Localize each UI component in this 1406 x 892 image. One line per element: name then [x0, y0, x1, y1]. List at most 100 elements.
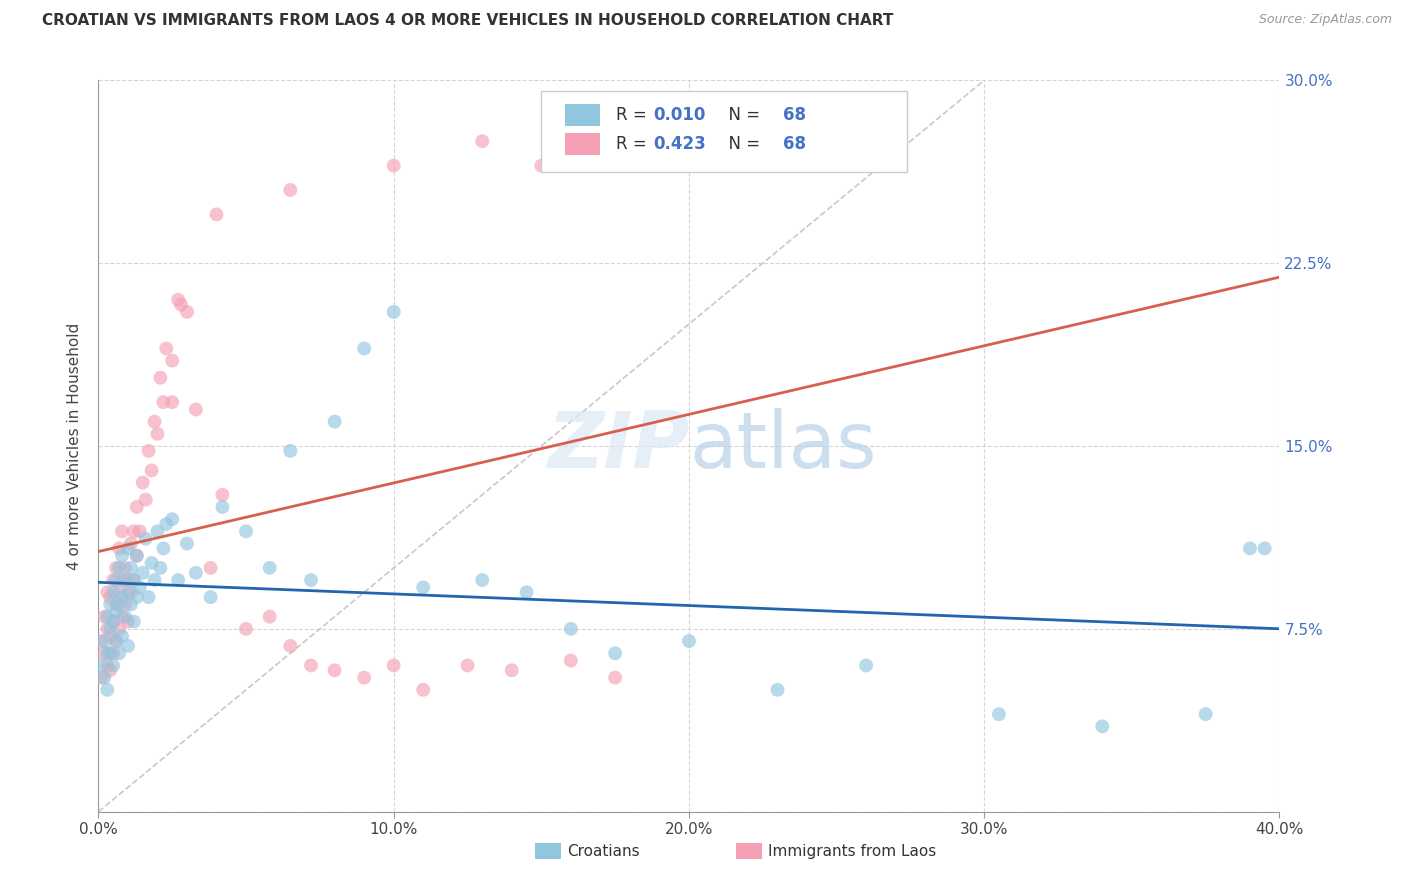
Point — [141, 556, 163, 570]
Point — [122, 615, 145, 629]
Point — [96, 609, 118, 624]
Point — [211, 500, 233, 514]
Point — [149, 561, 172, 575]
Point — [138, 443, 160, 458]
Point — [108, 622, 131, 636]
Point — [111, 524, 134, 539]
Bar — [536, 843, 561, 859]
Text: Immigrants from Laos: Immigrants from Laos — [768, 844, 936, 859]
Point — [125, 590, 148, 604]
Point — [200, 561, 222, 575]
Bar — [737, 843, 762, 859]
Point — [155, 342, 177, 356]
Point — [111, 590, 134, 604]
Point — [167, 573, 190, 587]
Point — [143, 573, 166, 587]
Point — [128, 524, 150, 539]
Point — [103, 615, 125, 629]
Text: ZIP: ZIP — [547, 408, 689, 484]
Point — [259, 561, 281, 575]
Text: 68: 68 — [783, 105, 807, 124]
Point — [184, 566, 207, 580]
Point — [605, 671, 627, 685]
Point — [299, 573, 322, 587]
Point — [114, 573, 136, 587]
Point — [560, 622, 582, 636]
Point — [560, 654, 582, 668]
Point — [122, 573, 145, 587]
Point — [176, 305, 198, 319]
Point — [412, 581, 434, 595]
Point — [766, 682, 789, 697]
Point — [382, 658, 405, 673]
Point — [114, 609, 136, 624]
Point — [90, 634, 112, 648]
Point — [1239, 541, 1261, 556]
Point — [105, 598, 128, 612]
Point — [162, 512, 183, 526]
Point — [98, 590, 121, 604]
Point — [108, 646, 131, 660]
Point — [515, 585, 537, 599]
Point — [162, 395, 183, 409]
Point — [135, 492, 157, 507]
Point — [103, 646, 125, 660]
Point — [96, 622, 118, 636]
Point — [146, 426, 169, 441]
FancyBboxPatch shape — [541, 91, 907, 171]
Bar — [565, 103, 600, 126]
Point — [278, 639, 302, 653]
Point — [96, 658, 118, 673]
Point — [855, 658, 877, 673]
Point — [120, 561, 142, 575]
Point — [353, 671, 375, 685]
Point — [143, 415, 166, 429]
Point — [105, 561, 128, 575]
Point — [93, 634, 115, 648]
Point — [167, 293, 190, 307]
Point — [211, 488, 233, 502]
Point — [605, 151, 627, 165]
Point — [93, 671, 115, 685]
Point — [987, 707, 1010, 722]
Point — [103, 658, 125, 673]
Point — [122, 524, 145, 539]
Point — [152, 395, 174, 409]
Text: N =: N = — [718, 105, 766, 124]
Point — [98, 598, 121, 612]
Text: 0.423: 0.423 — [654, 135, 706, 153]
Point — [125, 549, 148, 563]
Point — [117, 585, 139, 599]
Point — [128, 581, 150, 595]
Point — [103, 585, 125, 599]
Text: R =: R = — [616, 135, 652, 153]
Point — [200, 590, 222, 604]
Point — [120, 585, 142, 599]
Point — [122, 573, 145, 587]
Point — [105, 573, 128, 587]
Point — [111, 573, 134, 587]
Point — [138, 590, 160, 604]
Text: atlas: atlas — [689, 408, 876, 484]
Point — [235, 524, 257, 539]
Point — [108, 561, 131, 575]
Point — [176, 536, 198, 550]
Point — [530, 159, 553, 173]
Point — [125, 500, 148, 514]
Point — [96, 646, 118, 660]
Point — [456, 658, 478, 673]
Point — [103, 615, 125, 629]
Point — [184, 402, 207, 417]
Point — [1254, 541, 1277, 556]
Point — [155, 516, 177, 531]
Point — [105, 634, 128, 648]
Point — [98, 629, 121, 643]
Point — [471, 134, 494, 148]
Point — [114, 561, 136, 575]
Text: 68: 68 — [783, 135, 807, 153]
Point — [278, 443, 302, 458]
Point — [299, 658, 322, 673]
Point — [120, 598, 142, 612]
Point — [105, 634, 128, 648]
Point — [235, 622, 257, 636]
